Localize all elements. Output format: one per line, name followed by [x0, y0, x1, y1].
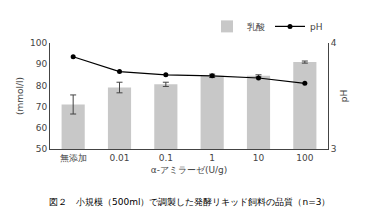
- svg-text:10: 10: [253, 153, 265, 163]
- svg-text:図２ 小規模（500ml）で調製した発酵リキッド飼料の品質（: 図２ 小規模（500ml）で調製した発酵リキッド飼料の品質（n=3）: [49, 197, 330, 207]
- svg-text:0.01: 0.01: [109, 153, 129, 163]
- svg-text:(mmol/l): (mmol/l): [15, 77, 25, 115]
- svg-text:3: 3: [331, 144, 337, 154]
- svg-text:100: 100: [296, 153, 313, 163]
- svg-text:80: 80: [36, 81, 48, 91]
- svg-text:70: 70: [36, 102, 48, 112]
- svg-text:50: 50: [36, 144, 48, 154]
- svg-text:1: 1: [209, 153, 215, 163]
- svg-text:90: 90: [36, 59, 48, 69]
- svg-text:無添加: 無添加: [60, 153, 87, 163]
- svg-text:pH: pH: [339, 90, 349, 102]
- svg-text:60: 60: [36, 123, 48, 133]
- svg-text:4: 4: [331, 38, 337, 48]
- svg-text:pH: pH: [310, 22, 322, 32]
- svg-text:0.1: 0.1: [159, 153, 173, 163]
- svg-text:100: 100: [30, 38, 47, 48]
- svg-text:α-アミラーゼ(U/g): α-アミラーゼ(U/g): [151, 165, 228, 175]
- svg-text:乳酸: 乳酸: [247, 22, 265, 32]
